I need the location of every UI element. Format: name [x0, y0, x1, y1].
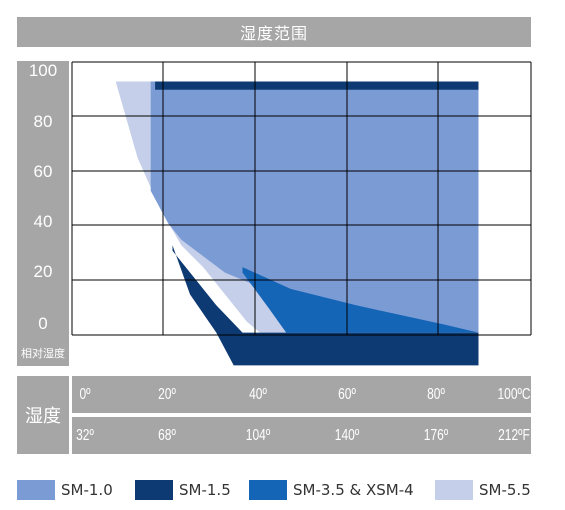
series-area-3 — [242, 267, 479, 333]
fahrenheit-tick-label: 212ºF — [498, 427, 530, 444]
grid-lines — [71, 61, 532, 336]
celsius-tick-label: 0º — [79, 386, 91, 403]
legend-swatch — [435, 480, 473, 500]
fahrenheit-tick-label: 68º — [158, 427, 176, 444]
legend-label: SM-3.5 & XSM-4 — [293, 481, 414, 499]
legend-label: SM-1.0 — [61, 481, 113, 499]
y-tick-label: 0 — [38, 314, 47, 333]
y-tick-label: 20 — [34, 262, 53, 281]
celsius-tick-row: 0º 20º 40º 60º 80º 100ºC — [72, 376, 531, 413]
fahrenheit-tick-label: 140º — [334, 427, 360, 444]
legend-item: SM-1.0 — [17, 478, 113, 502]
celsius-tick-label: 100ºC — [497, 386, 531, 403]
y-tick-labels: 100 80 60 40 20 0 — [29, 61, 57, 333]
y-tick-label: 100 — [29, 61, 57, 80]
chart-title: 湿度范围 — [17, 17, 531, 47]
fahrenheit-tick-label: 104º — [245, 427, 271, 444]
series-area-2 — [150, 81, 479, 333]
legend-swatch — [249, 480, 287, 500]
legend-item: SM-5.5 — [435, 478, 531, 502]
series-area-4 — [155, 81, 479, 90]
y-tick-label: 80 — [34, 112, 53, 131]
fahrenheit-tick-label: 32º — [76, 427, 94, 444]
y-axis-label: 相对湿度 — [21, 346, 65, 360]
celsius-tick-label: 20º — [158, 386, 176, 403]
legend-item: SM-1.5 — [135, 478, 231, 502]
celsius-tick-label: 80º — [427, 386, 445, 403]
legend-label: SM-5.5 — [479, 481, 531, 499]
legend-swatch — [135, 480, 173, 500]
series-areas — [115, 81, 479, 366]
legend-item: SM-3.5 & XSM-4 — [249, 478, 414, 502]
legend-label: SM-1.5 — [179, 481, 231, 499]
celsius-tick-label: 60º — [338, 386, 356, 403]
legend: SM-1.0 SM-1.5 SM-3.5 & XSM-4 SM-5.5 — [17, 478, 537, 502]
x-axis-label: 湿度 — [17, 376, 69, 454]
y-tick-label: 40 — [34, 212, 53, 231]
celsius-tick-label: 40º — [249, 386, 267, 403]
y-tick-label: 60 — [34, 162, 53, 181]
fahrenheit-tick-row: 32º 68º 104º 140º 176º 212ºF — [72, 417, 531, 454]
legend-swatch — [17, 480, 55, 500]
y-axis-band — [17, 61, 69, 366]
chart-plot: 100 80 60 40 20 0 相对湿度 — [21, 61, 532, 366]
temperature-axis: 湿度 0º 20º 40º 60º 80º 100ºC 32º 68º 104º 140º 176… — [17, 376, 531, 454]
fahrenheit-tick-label: 176º — [423, 427, 449, 444]
